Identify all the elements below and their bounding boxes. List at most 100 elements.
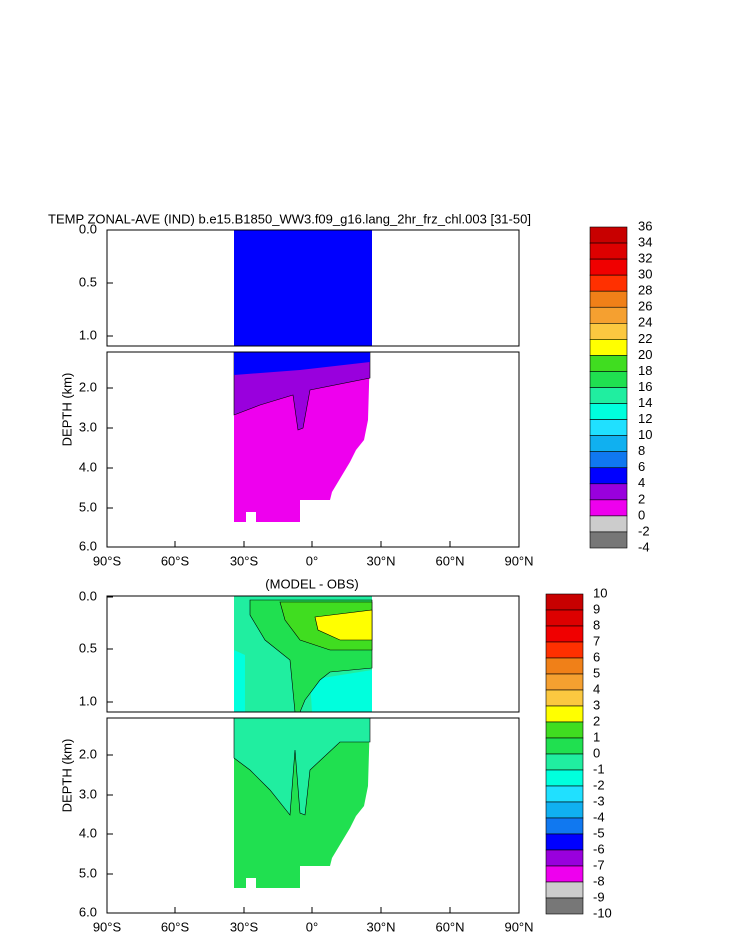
plot-frame bbox=[106, 595, 520, 713]
colorbar-label: 12 bbox=[638, 411, 652, 426]
colorbar-label: -10 bbox=[593, 905, 612, 920]
colorbar-box bbox=[589, 371, 628, 388]
colorbar-label: -5 bbox=[593, 825, 605, 840]
colorbar-label: 30 bbox=[638, 267, 652, 282]
colorbar-label: 6 bbox=[638, 459, 645, 474]
colorbar-label: 10 bbox=[593, 585, 607, 600]
x-tick-label: 0° bbox=[306, 919, 318, 934]
y-tick-label: 0.0 bbox=[79, 588, 97, 603]
colorbar-label: 26 bbox=[638, 299, 652, 314]
colorbar-label: 28 bbox=[638, 283, 652, 298]
x-tick-label: 30°N bbox=[366, 919, 395, 934]
colorbar-box bbox=[545, 737, 584, 755]
colorbar-label: 24 bbox=[638, 315, 652, 330]
colorbar-box bbox=[545, 609, 584, 627]
colorbar-box bbox=[545, 833, 584, 851]
colorbar-label: 4 bbox=[593, 681, 600, 696]
colorbar-box bbox=[589, 483, 628, 501]
colorbar-label: -8 bbox=[593, 873, 605, 888]
y-tick-label: 6.0 bbox=[79, 538, 97, 553]
y-tick-label: 5.0 bbox=[79, 865, 97, 880]
colorbar-label: -2 bbox=[593, 777, 605, 792]
colorbar-box bbox=[589, 242, 628, 260]
x-tick-label: 30°N bbox=[366, 553, 395, 568]
x-tick-label: 90°S bbox=[93, 919, 122, 934]
colorbar-box bbox=[589, 531, 628, 549]
field-fill bbox=[233, 717, 371, 816]
colorbar-label: 6 bbox=[593, 649, 600, 664]
y-tick-label: 4.0 bbox=[79, 459, 97, 474]
colorbar-label: 4 bbox=[638, 475, 645, 490]
colorbar-box bbox=[545, 673, 584, 691]
plot-frame bbox=[106, 229, 520, 347]
colorbar-box bbox=[545, 641, 584, 659]
colorbar-label: 32 bbox=[638, 251, 652, 266]
colorbar-label: 34 bbox=[638, 234, 652, 249]
colorbar-label: 10 bbox=[638, 427, 652, 442]
plot-frame bbox=[106, 351, 520, 548]
colorbar-box bbox=[589, 467, 628, 485]
x-tick-label: 60°N bbox=[435, 553, 464, 568]
field-fill bbox=[234, 650, 245, 712]
colorbar-box bbox=[589, 306, 628, 324]
field-fill bbox=[234, 230, 372, 346]
x-tick-label: 60°S bbox=[161, 553, 190, 568]
colorbar-box bbox=[589, 322, 628, 340]
y-tick-label: 4.0 bbox=[79, 825, 97, 840]
y-tick-label: 1.0 bbox=[79, 327, 97, 342]
y-tick-label: 0.5 bbox=[79, 640, 97, 655]
colorbar-box bbox=[545, 705, 584, 723]
colorbar-label: 8 bbox=[593, 617, 600, 632]
plot-frame bbox=[106, 717, 520, 914]
colorbar-box bbox=[589, 339, 628, 356]
colorbar-box bbox=[545, 721, 584, 739]
contour-fields bbox=[233, 230, 373, 888]
colorbar-box bbox=[545, 801, 584, 819]
colorbar-label: -3 bbox=[593, 793, 605, 808]
colorbar-box bbox=[545, 881, 584, 899]
colorbar-box bbox=[545, 753, 584, 771]
colorbar-label: -9 bbox=[593, 889, 605, 904]
colorbar-box bbox=[545, 897, 584, 915]
colorbar-label: 18 bbox=[638, 363, 652, 378]
x-tick-label: 30°S bbox=[230, 553, 259, 568]
colorbar-label: 20 bbox=[638, 347, 652, 362]
field-fill bbox=[314, 609, 373, 641]
y-axis-label: DEPTH (km) bbox=[59, 739, 74, 813]
colorbar-label: 1 bbox=[593, 729, 600, 744]
panel-title: (MODEL - OBS) bbox=[265, 576, 358, 591]
colorbar-label: -4 bbox=[593, 809, 605, 824]
colorbar-label: 22 bbox=[638, 331, 652, 346]
colorbar-box bbox=[545, 865, 584, 883]
y-tick-label: 3.0 bbox=[79, 419, 97, 434]
colorbar-label: 0 bbox=[593, 745, 600, 760]
x-tick-label: 30°S bbox=[230, 919, 259, 934]
x-tick-label: 90°N bbox=[504, 919, 533, 934]
colorbar-label: 0 bbox=[638, 507, 645, 522]
colorbar-label: 16 bbox=[638, 379, 652, 394]
colorbar-box bbox=[589, 226, 628, 244]
colorbar-label: -2 bbox=[638, 523, 650, 538]
colorbar-label: 5 bbox=[593, 665, 600, 680]
y-tick-label: 2.0 bbox=[79, 746, 97, 761]
y-tick-label: 0.5 bbox=[79, 274, 97, 289]
colorbar-box bbox=[589, 499, 628, 517]
colorbar-box bbox=[545, 625, 584, 643]
colorbar-box bbox=[545, 849, 584, 867]
colorbar-box bbox=[589, 515, 628, 533]
colorbar-box bbox=[589, 435, 628, 452]
colorbar-box bbox=[545, 817, 584, 835]
y-tick-label: 6.0 bbox=[79, 904, 97, 919]
colorbar-label: 3 bbox=[593, 697, 600, 712]
colorbar-label: -7 bbox=[593, 857, 605, 872]
colorbar-label: 9 bbox=[593, 601, 600, 616]
colorbar-box bbox=[589, 258, 628, 276]
x-tick-label: 60°S bbox=[161, 919, 190, 934]
colorbar-label: 14 bbox=[638, 395, 652, 410]
colorbar-box bbox=[589, 403, 628, 420]
field-fill bbox=[234, 352, 370, 375]
colorbar-label: -4 bbox=[638, 539, 650, 554]
colorbar-box bbox=[589, 419, 628, 436]
colorbar-label: -1 bbox=[593, 761, 605, 776]
